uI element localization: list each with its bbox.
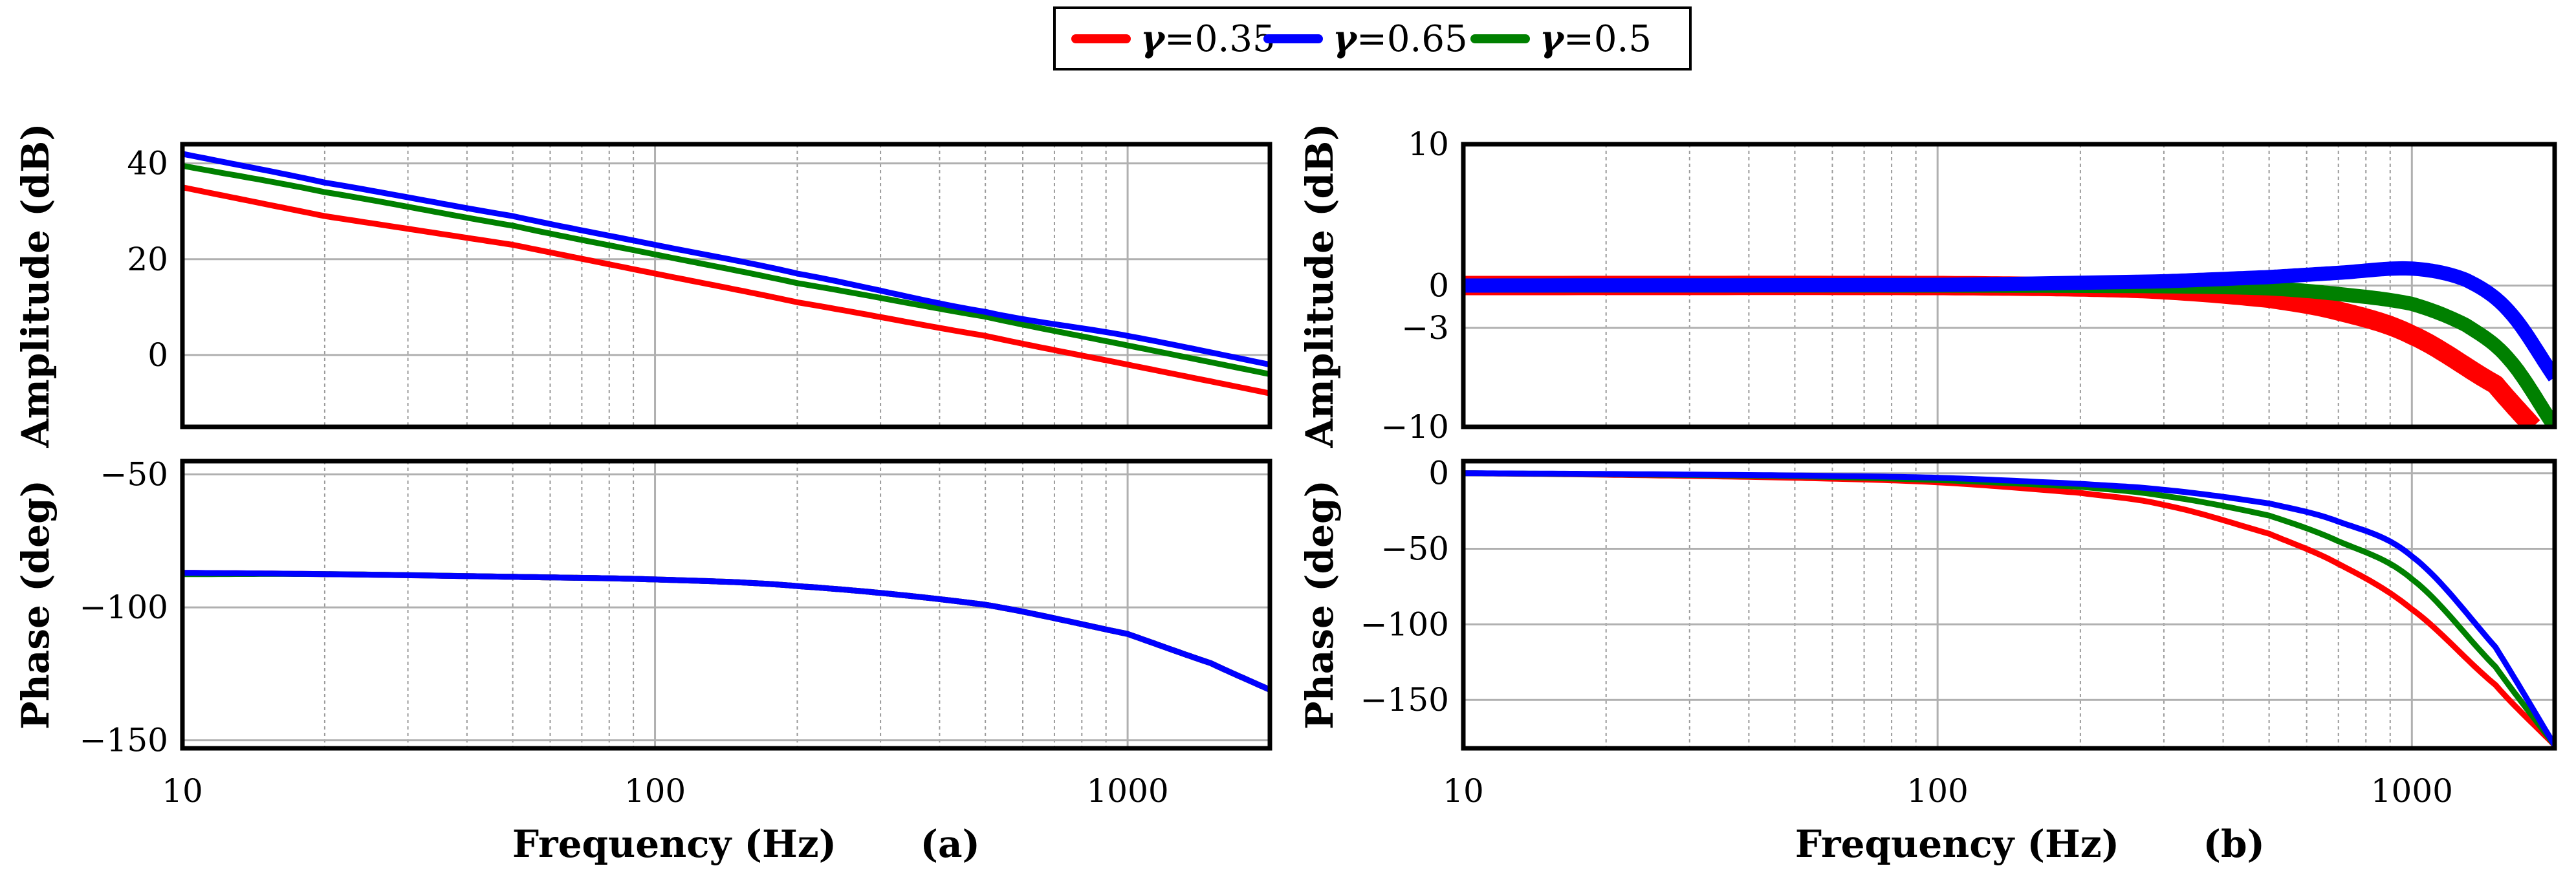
legend-label: γ=0.35 [1141, 17, 1276, 60]
x-tick-label: 1000 [1086, 772, 1168, 810]
series-line [1463, 470, 2555, 748]
legend-value: =0.35 [1164, 18, 1276, 60]
amplitude-plot-b: −10 −3 0 10 Amplitude (dB) [1298, 123, 2557, 449]
series-line [1463, 276, 2541, 427]
series-group [1463, 261, 2555, 427]
y-tick-label: 40 [127, 145, 168, 182]
series-line [182, 570, 1270, 693]
legend-label: γ=0.5 [1540, 17, 1652, 60]
y-tick-label: −150 [80, 722, 168, 759]
grid [181, 461, 1270, 748]
series-line [1463, 278, 2555, 427]
legend-label: γ=0.65 [1333, 17, 1468, 60]
y-tick-label: −50 [100, 456, 168, 493]
series-group [182, 570, 1270, 693]
series-line [1463, 261, 2555, 382]
series-group [1463, 470, 2555, 748]
plot-frame [1461, 459, 2557, 751]
y-tick-label: −150 [1360, 681, 1449, 719]
x-tick-label: 10 [162, 772, 203, 810]
series-group [182, 151, 1270, 396]
y-tick-label: −100 [80, 589, 168, 626]
grid [1462, 461, 2555, 748]
phase-plot-b: −150 −100 −50 0 Phase (deg) [1298, 455, 2557, 751]
plot-frame [180, 459, 1272, 751]
y-tick-label: −3 [1401, 309, 1449, 347]
y-tick-label: 0 [1428, 455, 1449, 492]
y-tick-label: −100 [1360, 605, 1449, 643]
grid [181, 144, 1270, 427]
amplitude-plot-a: 0 20 40 Amplitude (dB) [14, 123, 1272, 449]
x-tick-label: 100 [1906, 772, 1968, 810]
x-tick-label: 100 [624, 772, 686, 810]
plot-frame [180, 142, 1272, 429]
legend-entry: γ=0.5 [1470, 17, 1652, 60]
y-axis-label: Amplitude (dB) [1298, 123, 1342, 448]
legend-entry: γ=0.35 [1071, 17, 1276, 60]
x-tick-label: 1000 [2371, 772, 2453, 810]
y-tick-label: 20 [127, 241, 168, 278]
panel-tag: (b) [2203, 822, 2265, 866]
legend: γ=0.35 γ=0.65 γ=0.5 [1053, 6, 1692, 70]
y-axis-label: Amplitude (dB) [14, 123, 58, 448]
legend-symbol: γ [1540, 17, 1566, 60]
x-tick-label: 10 [1443, 772, 1484, 810]
x-ticks: 10 100 1000 [162, 772, 1169, 810]
y-tick-label: −50 [1381, 530, 1449, 568]
x-axis-label: Frequency (Hz) [512, 822, 836, 866]
y-ticks: 0 20 40 [127, 145, 168, 374]
y-tick-label: −10 [1381, 408, 1449, 446]
x-ticks: 10 100 1000 [1443, 772, 2453, 810]
legend-entry: γ=0.65 [1263, 17, 1468, 60]
legend-box [1053, 6, 1692, 70]
series-line [1463, 470, 2555, 748]
legend-value: =0.5 [1564, 18, 1652, 60]
y-ticks: −150 −100 −50 0 [1360, 455, 1449, 719]
legend-symbol: γ [1141, 17, 1166, 60]
y-axis-label: Phase (deg) [14, 480, 58, 730]
y-axis-label: Phase (deg) [1298, 480, 1342, 730]
panel-b: −10 −3 0 10 Amplitude (dB) −150 −100 −50 0 Phase … [1298, 123, 2557, 866]
x-axis-label: Frequency (Hz) [1795, 822, 2119, 866]
phase-plot-a: −150 −100 −50 Phase (deg) [14, 456, 1272, 759]
plot-frame [1461, 142, 2557, 429]
legend-symbol: γ [1333, 17, 1359, 60]
series-line [1463, 470, 2555, 747]
y-ticks: −10 −3 0 10 [1381, 125, 1449, 446]
panel-a: 0 20 40 Amplitude (dB) −150 −100 −50 Phase (deg… [14, 123, 1272, 866]
series-line [182, 151, 1270, 368]
y-ticks: −150 −100 −50 [80, 456, 168, 759]
y-tick-label: 0 [1428, 267, 1449, 305]
series-line [182, 162, 1270, 377]
y-tick-label: 0 [147, 336, 168, 374]
series-line [182, 184, 1270, 396]
legend-value: =0.65 [1357, 18, 1468, 60]
panel-tag: (a) [921, 822, 980, 866]
y-tick-label: 10 [1408, 125, 1449, 163]
